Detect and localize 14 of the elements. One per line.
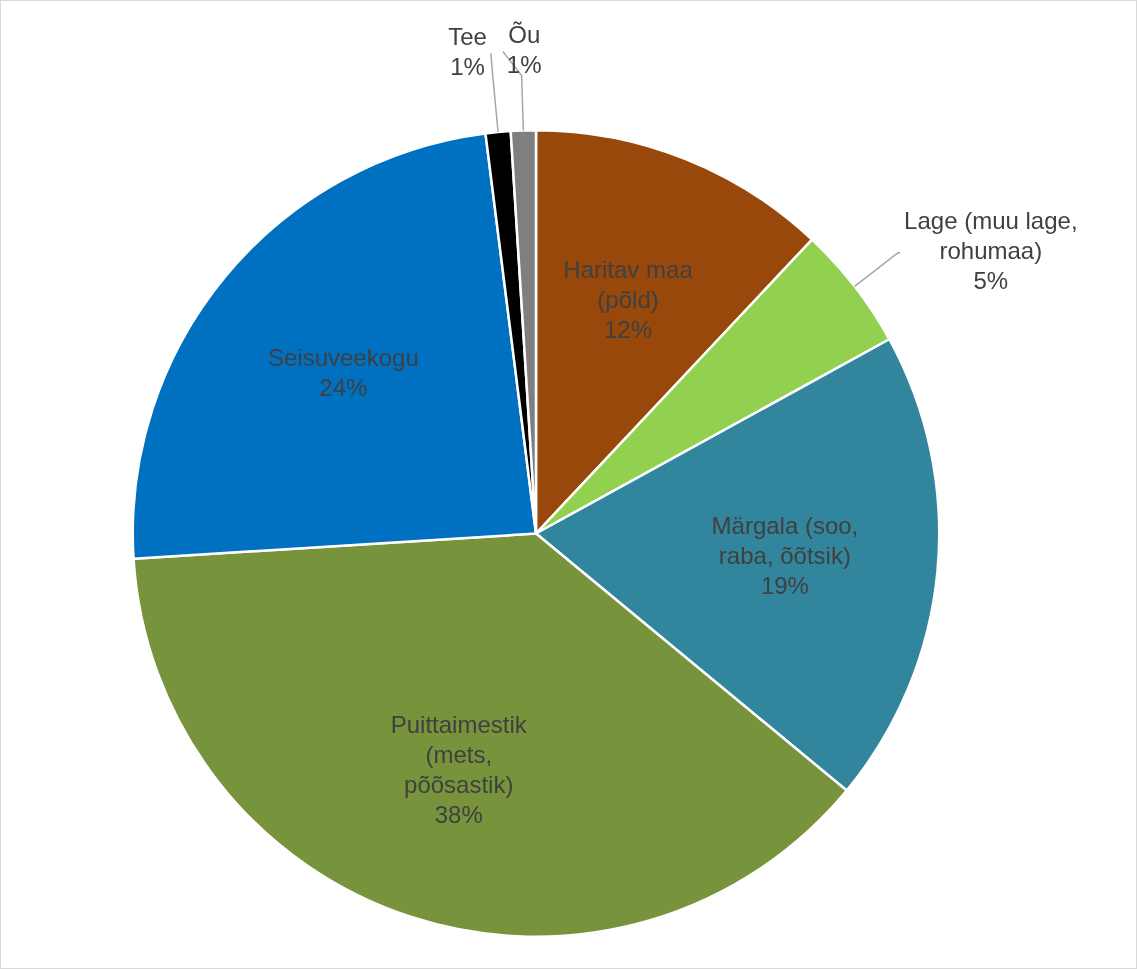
slice-label: Puittaimestik (mets, põõsastik) (390, 710, 528, 798)
slice-label: Haritav maa (põld) (563, 255, 694, 313)
data-label: 24% (319, 373, 368, 401)
data-label: 1% (506, 51, 542, 79)
slice-label: Seisuveekogu (267, 343, 419, 371)
data-label: 38% (434, 800, 483, 828)
slice-label: Tee (448, 22, 487, 50)
slice-label: Õu (508, 21, 541, 49)
slice-label: Märgala (soo, raba, õõtsik) (711, 511, 859, 569)
data-label: 5% (973, 267, 1009, 295)
data-label: 1% (450, 52, 485, 80)
slice-label: Lage (muu lage, rohumaa) (904, 207, 1078, 265)
data-label: 19% (760, 571, 809, 599)
data-label: 12% (604, 315, 653, 343)
